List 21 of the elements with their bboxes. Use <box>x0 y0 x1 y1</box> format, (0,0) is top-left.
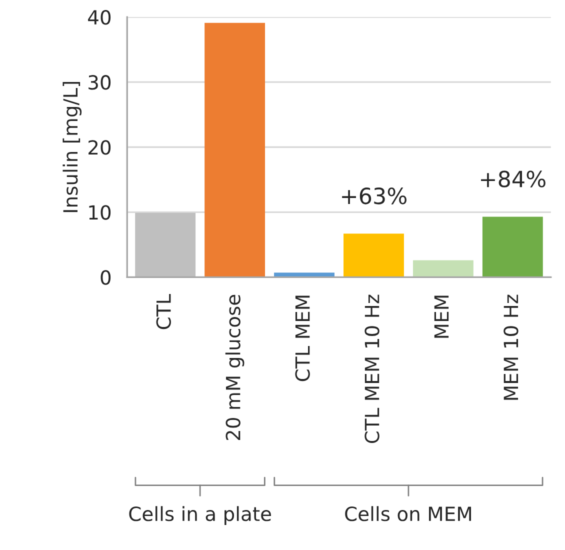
x-tick-label: 20 mM glucose <box>225 294 244 440</box>
y-tick-label: 30 <box>88 75 111 90</box>
annotation: +63% <box>342 188 407 204</box>
text: Cells on MEM <box>345 506 472 522</box>
bar <box>344 234 404 278</box>
y-tick-label: 10 <box>89 205 111 220</box>
x-tick-label: CTL MEM <box>295 296 310 382</box>
y-tick-label: 0 <box>100 270 111 285</box>
x-tick-label: MEM 10 Hz <box>504 294 518 400</box>
y-tick-label: 40 <box>88 10 111 25</box>
y-axis-title: Insulin [mg/L] <box>62 82 82 212</box>
bar <box>482 216 543 278</box>
x-tick-label: CTL <box>156 294 171 330</box>
x-tick-label: CTL MEM 10 Hz <box>364 294 380 444</box>
bar <box>204 22 266 278</box>
x-tick-label: MEM <box>434 296 449 338</box>
bar <box>135 212 196 278</box>
bar <box>412 260 474 278</box>
text: Cells in a plate <box>129 506 271 525</box>
annotation: +84% <box>481 170 546 188</box>
y-tick-label: 20 <box>88 140 111 155</box>
